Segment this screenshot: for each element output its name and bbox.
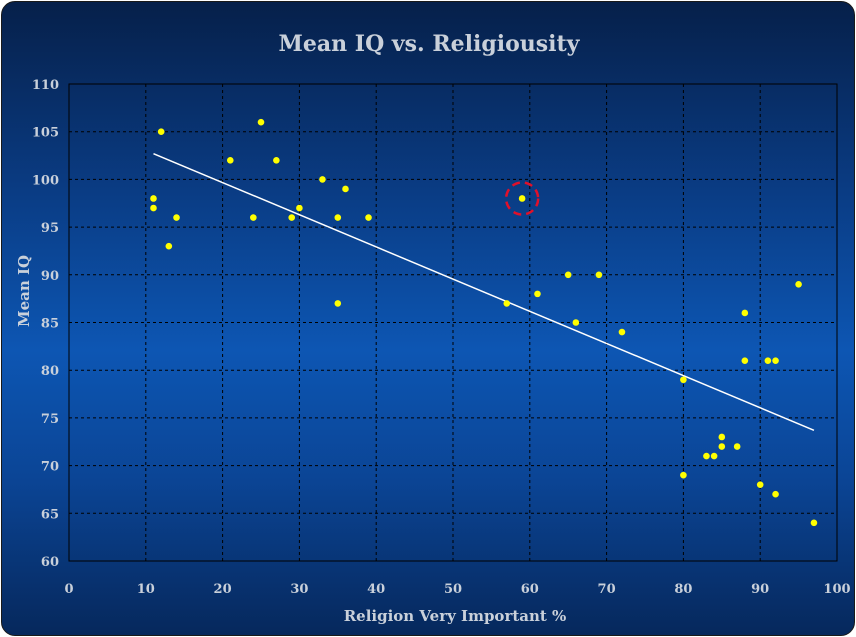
y-tick-label: 95 (41, 221, 59, 236)
data-point (157, 128, 165, 135)
y-tick-label: 75 (41, 412, 59, 427)
gridlines (69, 84, 837, 561)
x-tick-label: 20 (214, 582, 232, 597)
data-point (741, 309, 749, 317)
y-tick-label: 80 (41, 364, 59, 379)
y-axis-ticks: 60 65 70 75 80 85 90 95 100 105 110 (32, 78, 59, 570)
data-point (296, 204, 303, 212)
data-point (680, 376, 687, 384)
data-point (595, 271, 603, 279)
data-point (173, 214, 180, 221)
data-point (319, 176, 326, 183)
trendline (153, 152, 815, 431)
x-axis-label: Religion Very Important % (344, 607, 567, 625)
data-point (534, 290, 541, 298)
data-point (334, 300, 342, 307)
y-tick-label: 65 (41, 507, 59, 522)
data-point (288, 214, 296, 221)
data-point (772, 490, 779, 498)
chart-title: Mean IQ vs. Religiousity (279, 31, 581, 57)
x-tick-label: 70 (598, 582, 616, 597)
data-point (150, 204, 157, 212)
data-point (710, 452, 718, 460)
y-tick-label: 90 (41, 269, 59, 284)
data-point (618, 328, 626, 336)
data-point (756, 481, 764, 488)
data-point (764, 357, 772, 364)
data-point (810, 519, 818, 527)
x-tick-label: 80 (674, 582, 692, 597)
x-tick-label: 0 (64, 582, 73, 597)
x-tick-label: 60 (521, 582, 539, 597)
x-tick-label: 50 (444, 582, 462, 597)
data-point (718, 443, 726, 450)
y-tick-label: 70 (41, 460, 59, 475)
data-point (150, 195, 157, 202)
data-point (365, 214, 372, 221)
x-tick-label: 90 (751, 582, 769, 597)
x-tick-label: 40 (367, 582, 385, 597)
data-point (518, 195, 526, 202)
data-point (772, 357, 779, 364)
y-tick-label: 110 (32, 78, 59, 93)
highlight-circle (504, 181, 540, 216)
data-point (250, 214, 257, 221)
y-tick-label: 60 (41, 555, 59, 570)
data-point (572, 319, 580, 326)
data-point (342, 185, 349, 193)
data-points (150, 118, 818, 527)
y-axis-label: Mean IQ (15, 255, 33, 327)
data-point (165, 242, 173, 250)
data-point (257, 118, 265, 126)
data-point (703, 452, 710, 460)
y-tick-label: 105 (32, 126, 59, 141)
x-axis-ticks: 0 10 20 30 40 50 60 70 80 90 100 (64, 582, 850, 597)
data-point (741, 357, 749, 364)
data-point (680, 471, 687, 479)
x-tick-label: 30 (290, 582, 308, 597)
y-tick-label: 85 (41, 317, 59, 332)
x-tick-label: 100 (823, 582, 850, 597)
data-point (503, 300, 511, 307)
data-point (733, 443, 741, 450)
data-point (334, 214, 342, 221)
data-point (795, 281, 802, 288)
x-tick-label: 10 (137, 582, 155, 597)
data-point (226, 157, 234, 164)
data-point (718, 433, 726, 441)
data-point (273, 157, 280, 164)
y-tick-label: 100 (32, 173, 59, 188)
data-point (564, 271, 572, 279)
